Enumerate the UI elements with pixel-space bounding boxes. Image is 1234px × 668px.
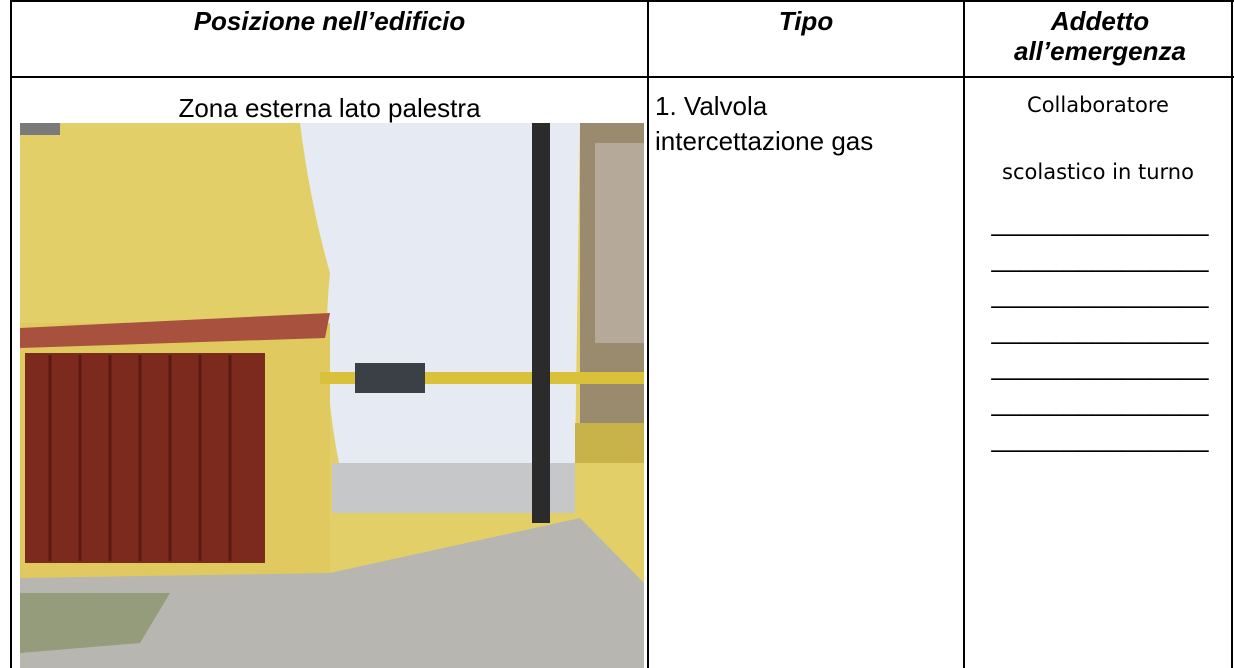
- header: Addetto all’emergenza: [1014, 6, 1186, 66]
- border: [10, 0, 12, 668]
- blank-line: _______________: [991, 423, 1209, 453]
- blank-line: _______________: [991, 351, 1209, 381]
- cell-text: Collaboratore: [1027, 93, 1169, 117]
- header: Tipo: [778, 6, 834, 36]
- blank-line: _______________: [991, 243, 1209, 273]
- border: [963, 0, 965, 668]
- blank-line: _______________: [991, 387, 1209, 417]
- cell-text: intercettazione gas: [655, 126, 874, 156]
- blank-line: _______________: [991, 315, 1209, 345]
- border: [10, 76, 1234, 78]
- header: Posizione nell’edificio: [193, 6, 466, 36]
- cell-text: scolastico in turno: [1002, 160, 1194, 184]
- blank-line: _______________: [991, 279, 1209, 309]
- photo: [20, 123, 644, 668]
- blank-line: _______________: [991, 207, 1209, 237]
- border: [647, 0, 649, 668]
- cell-text: 1. Valvola: [655, 91, 768, 121]
- cell-text: Zona esterna lato palestra: [178, 93, 481, 123]
- border: [10, 0, 1234, 2]
- border: [1231, 0, 1233, 668]
